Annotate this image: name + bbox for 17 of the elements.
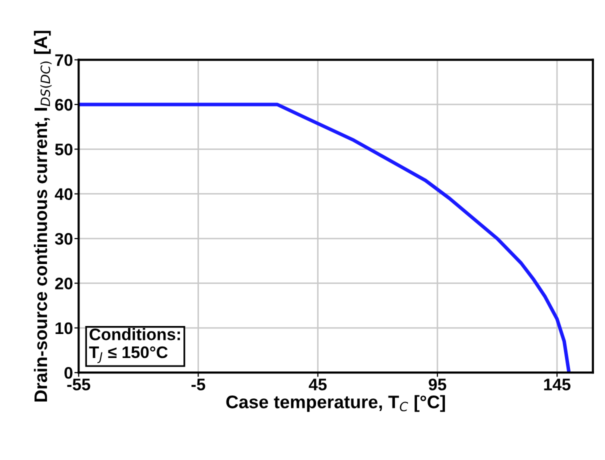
x-tick-label: 95	[428, 378, 446, 390]
x-tick-label: 45	[308, 378, 327, 390]
x-tick-label: -55	[67, 378, 90, 390]
y-tick-label: 0	[64, 367, 72, 379]
y-tick-label: 30	[54, 232, 72, 245]
y-tick-label: 10	[56, 322, 72, 334]
x-tick-label: -5	[191, 378, 206, 390]
line-series	[78, 102, 571, 373]
y-tick-label: 60	[55, 98, 72, 111]
annotation: Conditions: T$_{J}$ ≤ 150°C	[89, 328, 180, 364]
y-tick-label: 20	[55, 278, 72, 290]
y-tick-label: 40	[54, 188, 72, 200]
x-axis-title: Case temperature, T$_{C}$ [°C]	[226, 395, 445, 412]
y-axis-title: Drain-source continuous current, I$_{DS(DC)}$ [A]	[34, 30, 52, 402]
y-tick-label: 70	[55, 54, 72, 66]
x-tick-label: 145	[544, 378, 570, 390]
y-tick-label: 50	[55, 144, 72, 156]
